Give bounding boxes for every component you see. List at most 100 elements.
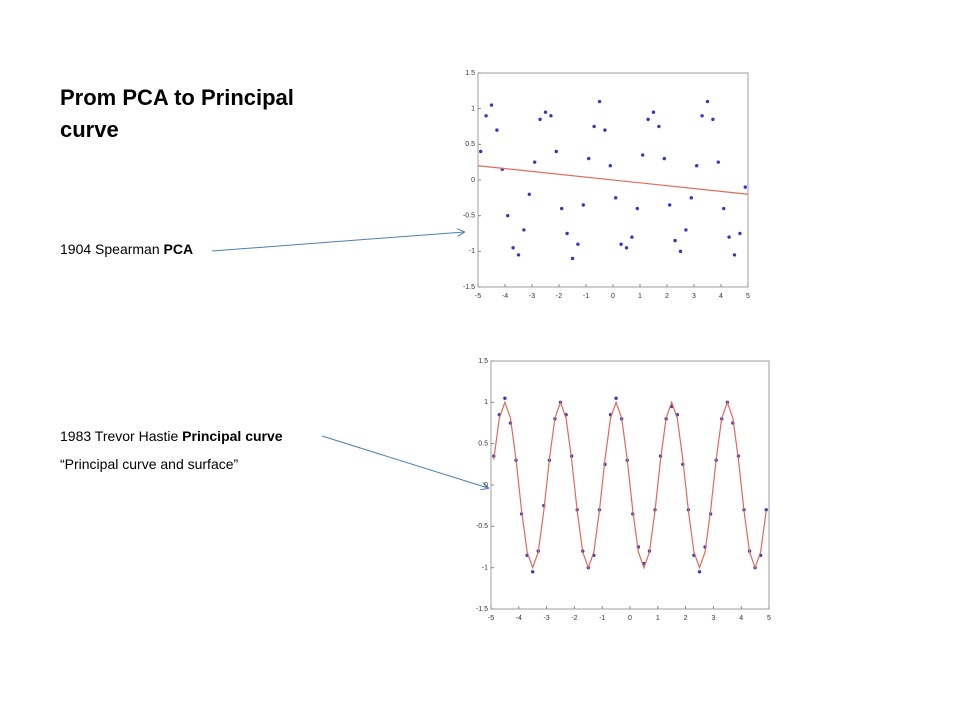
y-tick-label: 1 (471, 106, 475, 113)
point (614, 196, 618, 200)
y-tick-label: 1.5 (465, 70, 475, 77)
text-segment: 1904 Spearman (60, 241, 164, 257)
point (592, 124, 596, 129)
x-tick-label: -1 (599, 615, 605, 622)
point (565, 231, 569, 236)
x-tick-label: 4 (739, 615, 743, 622)
x-tick-label: -1 (583, 293, 589, 300)
x-tick-label: -2 (556, 293, 562, 300)
point (576, 242, 580, 246)
point (479, 149, 483, 154)
point (641, 153, 645, 157)
y-tick-label: -1.5 (463, 284, 475, 291)
point (554, 149, 558, 154)
point (484, 114, 488, 118)
point (697, 570, 702, 574)
point (651, 110, 656, 114)
point (503, 396, 507, 400)
point (705, 99, 710, 104)
point (560, 206, 564, 211)
y-tick-label: 0.5 (465, 141, 475, 148)
point (516, 253, 521, 257)
point (549, 114, 553, 118)
x-tick-label: -4 (502, 293, 508, 300)
x-tick-label: -3 (529, 293, 535, 300)
point (716, 160, 720, 164)
y-tick-label: -0.5 (463, 213, 475, 220)
point (570, 256, 575, 261)
point (538, 117, 542, 122)
point (743, 185, 747, 189)
point (531, 570, 535, 574)
x-tick-label: 0 (628, 615, 632, 622)
point (624, 246, 629, 250)
y-tick-label: 1.5 (478, 358, 488, 365)
point (511, 246, 515, 250)
y-tick-label: 0 (484, 482, 488, 489)
point (732, 253, 737, 257)
x-tick-label: 1 (656, 615, 660, 622)
x-tick-label: 5 (767, 615, 771, 622)
x-tick-label: 3 (711, 615, 715, 622)
point (597, 99, 602, 104)
text-line: 1983 Trevor Hastie Principal curve (60, 428, 283, 444)
y-tick-label: -1 (482, 565, 488, 572)
text-segment: 1983 Trevor Hastie (60, 428, 183, 444)
y-tick-label: -1 (469, 248, 475, 255)
y-tick-label: 1 (484, 399, 488, 406)
point (700, 114, 704, 118)
point (614, 396, 618, 400)
point (684, 228, 688, 232)
point (722, 206, 726, 211)
point (489, 103, 494, 107)
point (689, 196, 693, 200)
x-tick-label: 0 (611, 293, 615, 300)
point (673, 238, 677, 243)
point (662, 156, 666, 161)
point (619, 242, 623, 246)
slide-title: Prom PCA to Principal curve (60, 85, 294, 142)
text-segment: PCA (163, 241, 194, 257)
arrow (321, 435, 488, 488)
text-line: “Principal curve and surface” (60, 456, 238, 472)
x-tick-label: 3 (692, 293, 696, 300)
point (522, 228, 526, 232)
x-tick-label: 2 (684, 615, 688, 622)
text-line: 1904 Spearman PCA (60, 241, 193, 257)
point (506, 213, 510, 218)
point (711, 117, 715, 122)
point (695, 164, 699, 168)
y-tick-label: -0.5 (476, 523, 488, 530)
point (738, 231, 742, 236)
x-tick-label: -2 (571, 615, 577, 622)
x-tick-label: 2 (665, 293, 669, 300)
x-tick-label: -4 (516, 615, 522, 622)
point (630, 235, 634, 239)
point (543, 110, 548, 114)
y-tick-label: 0.5 (478, 441, 488, 448)
x-tick-label: -5 (475, 293, 481, 300)
point (603, 128, 607, 132)
point (587, 156, 591, 161)
x-tick-label: 1 (638, 293, 642, 300)
curve (493, 400, 767, 570)
point (657, 124, 661, 129)
curve (477, 165, 749, 195)
point (495, 128, 499, 132)
text-segment: Principal curve (182, 428, 283, 444)
text-segment: “Principal curve and surface” (60, 456, 239, 472)
point (646, 117, 650, 122)
point (668, 203, 672, 207)
point (678, 249, 683, 254)
x-tick-label: -5 (488, 615, 494, 622)
x-tick-label: -3 (543, 615, 549, 622)
point (727, 235, 731, 239)
y-tick-label: -1.5 (476, 606, 488, 613)
x-tick-label: 5 (746, 293, 750, 300)
point (581, 203, 585, 207)
y-tick-label: 0 (471, 177, 475, 184)
point (533, 160, 537, 164)
point (527, 192, 531, 196)
